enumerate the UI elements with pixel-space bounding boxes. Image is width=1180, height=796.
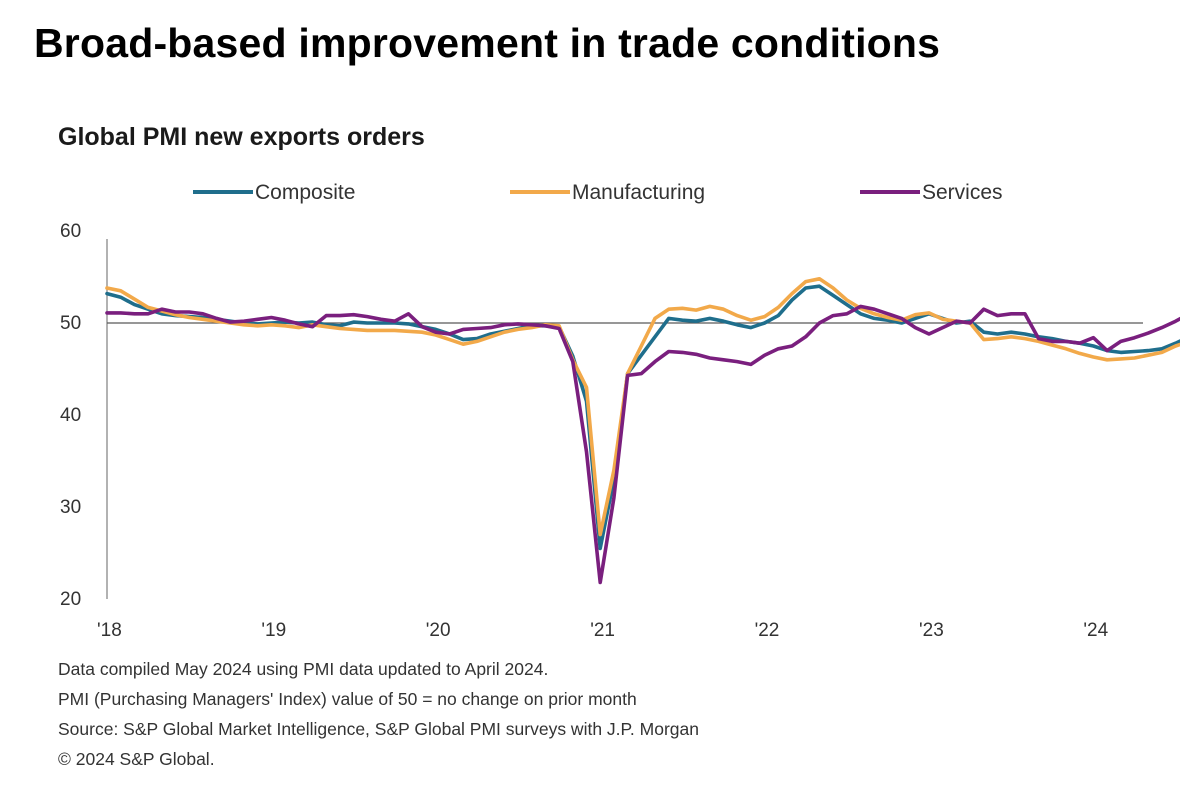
x-tick-label-2019: '19 [261,620,286,641]
x-tick-label-2023: '23 [919,620,944,641]
legend-item-composite: Composite [193,181,355,204]
x-tick-label-2024: '24 [1083,620,1108,641]
legend-item-services: Services [860,181,1003,204]
series-line-manufacturing [105,276,1180,537]
x-tick-label-2020: '20 [426,620,451,641]
series-lines [105,276,1180,585]
legend: Composite Manufacturing Services [193,181,1003,204]
series-line-composite [105,284,1180,551]
x-tick-label-2018: '18 [97,620,122,641]
y-tick-label-30: 30 [60,497,81,518]
y-tick-label-20: 20 [60,589,81,610]
footnote-copyright: © 2024 S&P Global. [58,749,215,769]
y-tick-label-60: 60 [60,221,81,242]
legend-item-manufacturing: Manufacturing [510,181,705,204]
legend-label-services: Services [922,181,1003,204]
legend-label-manufacturing: Manufacturing [572,181,705,204]
chart-title: Global PMI new exports orders [58,123,425,151]
x-tick-label-2022: '22 [755,620,780,641]
series-line-services [105,304,1180,585]
page-title: Broad-based improvement in trade conditi… [34,20,941,66]
legend-label-composite: Composite [255,181,355,204]
x-tick-label-2021: '21 [590,620,615,641]
footnotes: Data compiled May 2024 using PMI data up… [58,654,699,774]
footnote-source: Source: S&P Global Market Intelligence, … [58,719,699,739]
y-tick-label-40: 40 [60,405,81,426]
footnote-pmi-definition: PMI (Purchasing Managers' Index) value o… [58,689,637,709]
y-tick-label-50: 50 [60,313,81,334]
footnote-data-compiled: Data compiled May 2024 using PMI data up… [58,659,549,679]
